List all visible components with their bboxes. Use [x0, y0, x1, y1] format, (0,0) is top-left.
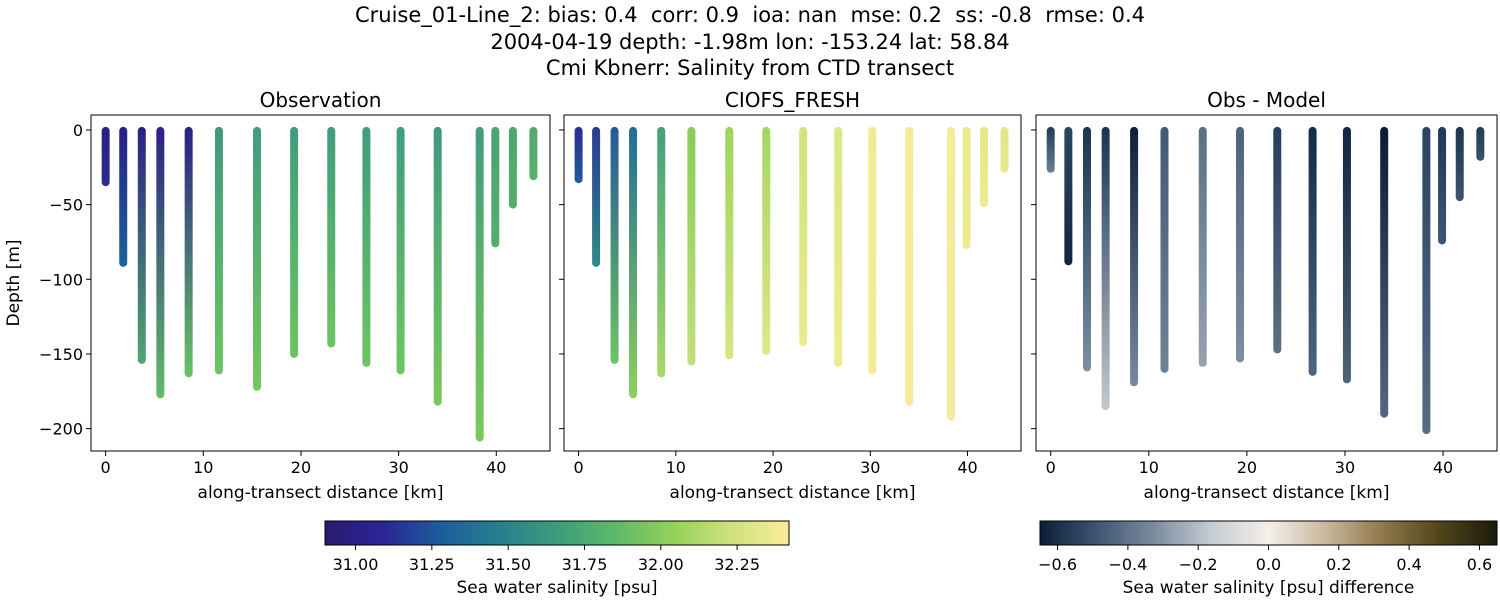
colorbar-tick-label: 32.25 — [714, 555, 760, 574]
colorbar-tick-label: −0.4 — [1108, 555, 1147, 574]
data-column — [156, 126, 165, 399]
colorbar-tick-label: 0.6 — [1467, 555, 1492, 574]
data-column — [290, 126, 299, 358]
data-column — [1130, 126, 1139, 387]
data-column — [657, 126, 666, 378]
x-tick-label: 0 — [573, 458, 583, 477]
x-tick-label: 10 — [193, 458, 213, 477]
x-tick-label: 30 — [388, 458, 408, 477]
data-column — [762, 126, 771, 355]
data-column — [962, 126, 971, 249]
data-column — [433, 126, 442, 406]
data-column — [1273, 126, 1282, 354]
x-tick-label: 40 — [486, 458, 506, 477]
data-column — [980, 126, 989, 208]
data-column — [184, 126, 193, 378]
data-column — [1422, 126, 1431, 435]
data-column — [1476, 126, 1485, 161]
data-column — [327, 126, 336, 348]
panel-title: CIOFS_FRESH — [725, 88, 860, 112]
panel-title: Observation — [260, 88, 382, 112]
data-column — [834, 126, 843, 367]
data-column — [629, 126, 638, 399]
data-column — [1000, 126, 1009, 173]
data-column — [1455, 126, 1464, 202]
colorbar-tick-label: 0.4 — [1396, 555, 1421, 574]
data-column — [529, 126, 538, 181]
data-column — [799, 126, 808, 346]
y-tick-label: −200 — [39, 420, 83, 439]
figure-title-line-2: 2004-04-19 depth: -1.98m lon: -153.24 la… — [490, 30, 1010, 54]
colorbar-tick-label: 32.00 — [638, 555, 684, 574]
data-column — [1198, 126, 1207, 367]
data-column — [1236, 126, 1245, 363]
data-column — [1046, 126, 1055, 173]
data-column — [946, 126, 955, 421]
x-tick-label: 30 — [1335, 458, 1355, 477]
colorbar-tick-label: 31.75 — [562, 555, 608, 574]
colorbar-tick-label: −0.6 — [1038, 555, 1077, 574]
x-tick-label: 10 — [666, 458, 686, 477]
data-column — [687, 126, 696, 366]
plot-frame — [563, 114, 1022, 452]
data-column — [574, 126, 583, 184]
x-tick-label: 30 — [860, 458, 880, 477]
data-column — [396, 126, 405, 375]
data-column — [592, 126, 601, 267]
data-column — [1308, 126, 1317, 376]
data-column — [119, 126, 128, 267]
plot-frame — [1035, 114, 1498, 452]
x-tick-label: 40 — [957, 458, 977, 477]
data-column — [101, 126, 110, 187]
colorbar-tick-label: 31.25 — [409, 555, 455, 574]
data-column — [475, 126, 484, 442]
x-axis-label: along-transect distance [km] — [198, 483, 444, 503]
colorbar-tick-label: −0.2 — [1179, 555, 1218, 574]
x-tick-label: 0 — [101, 458, 111, 477]
figure-title-line-1: Cruise_01-Line_2: bias: 0.4 corr: 0.9 io… — [354, 3, 1145, 27]
data-column — [868, 126, 877, 375]
data-column — [508, 126, 517, 209]
x-tick-label: 0 — [1046, 458, 1056, 477]
y-tick-label: −50 — [49, 196, 83, 215]
colorbar-tick-label: 31.00 — [333, 555, 379, 574]
data-column — [905, 126, 914, 406]
data-column — [214, 126, 223, 375]
data-column — [1438, 126, 1447, 245]
data-column — [253, 126, 262, 391]
colorbar-label: Sea water salinity [psu] difference — [1123, 578, 1415, 598]
data-column — [1380, 126, 1389, 418]
x-tick-label: 40 — [1433, 458, 1453, 477]
x-tick-label: 20 — [1237, 458, 1257, 477]
plot-frame — [90, 114, 551, 452]
x-tick-label: 20 — [291, 458, 311, 477]
y-tick-label: −150 — [39, 345, 83, 364]
data-column — [362, 126, 371, 367]
data-column — [137, 126, 146, 364]
colorbar-tick-label: 0.2 — [1326, 555, 1351, 574]
figure-title-line-3: Cmi Kbnerr: Salinity from CTD transect — [545, 56, 955, 80]
x-axis-label: along-transect distance [km] — [670, 483, 916, 503]
data-column — [1342, 126, 1351, 384]
colorbar — [1039, 520, 1498, 546]
colorbar-label: Sea water salinity [psu] — [457, 578, 658, 598]
y-tick-label: 0 — [73, 121, 83, 140]
data-column — [1083, 126, 1092, 372]
colorbar-tick-label: 0.0 — [1256, 555, 1281, 574]
x-axis-label: along-transect distance [km] — [1144, 483, 1390, 503]
x-tick-label: 20 — [763, 458, 783, 477]
data-column — [1160, 126, 1169, 373]
data-column — [491, 126, 500, 248]
data-column — [1064, 126, 1073, 266]
data-column — [725, 126, 734, 360]
data-column — [610, 126, 619, 364]
y-axis-label: Depth [m] — [4, 239, 24, 326]
colorbar — [324, 520, 790, 546]
data-column — [1101, 126, 1110, 411]
colorbar-tick-label: 31.50 — [485, 555, 531, 574]
y-tick-label: −100 — [39, 270, 83, 289]
panel-title: Obs - Model — [1207, 88, 1326, 112]
x-tick-label: 10 — [1139, 458, 1159, 477]
